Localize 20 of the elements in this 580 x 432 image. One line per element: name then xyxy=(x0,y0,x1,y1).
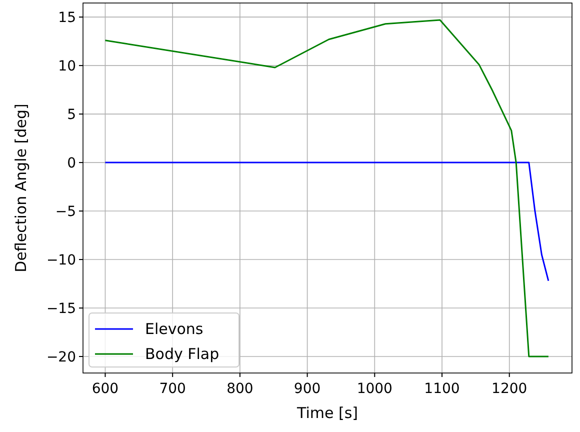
y-tick-label: 10 xyxy=(58,58,76,75)
y-tick-label: −10 xyxy=(46,252,76,269)
y-tick-label: −15 xyxy=(46,301,76,318)
legend-label: Body Flap xyxy=(145,345,220,363)
legend-label: Elevons xyxy=(145,320,204,338)
x-tick-label: 1100 xyxy=(424,381,460,397)
x-tick-label: 900 xyxy=(294,381,321,397)
x-tick-label: 700 xyxy=(159,381,186,397)
x-tick-label: 1200 xyxy=(492,381,528,397)
x-tick-label: 800 xyxy=(226,381,254,397)
y-axis-title: Deflection Angle [deg] xyxy=(12,104,30,272)
y-tick-label: −5 xyxy=(55,204,76,220)
y-tick-label: −20 xyxy=(46,350,76,366)
x-tick-label: 1000 xyxy=(356,381,392,397)
x-axis-title: Time [s] xyxy=(296,404,358,422)
line-series xyxy=(104,162,550,282)
y-tick-label: 0 xyxy=(67,156,76,172)
y-tick-label: 5 xyxy=(67,107,76,124)
x-tick-label: 600 xyxy=(92,381,119,397)
y-tick-label: 15 xyxy=(58,10,76,26)
